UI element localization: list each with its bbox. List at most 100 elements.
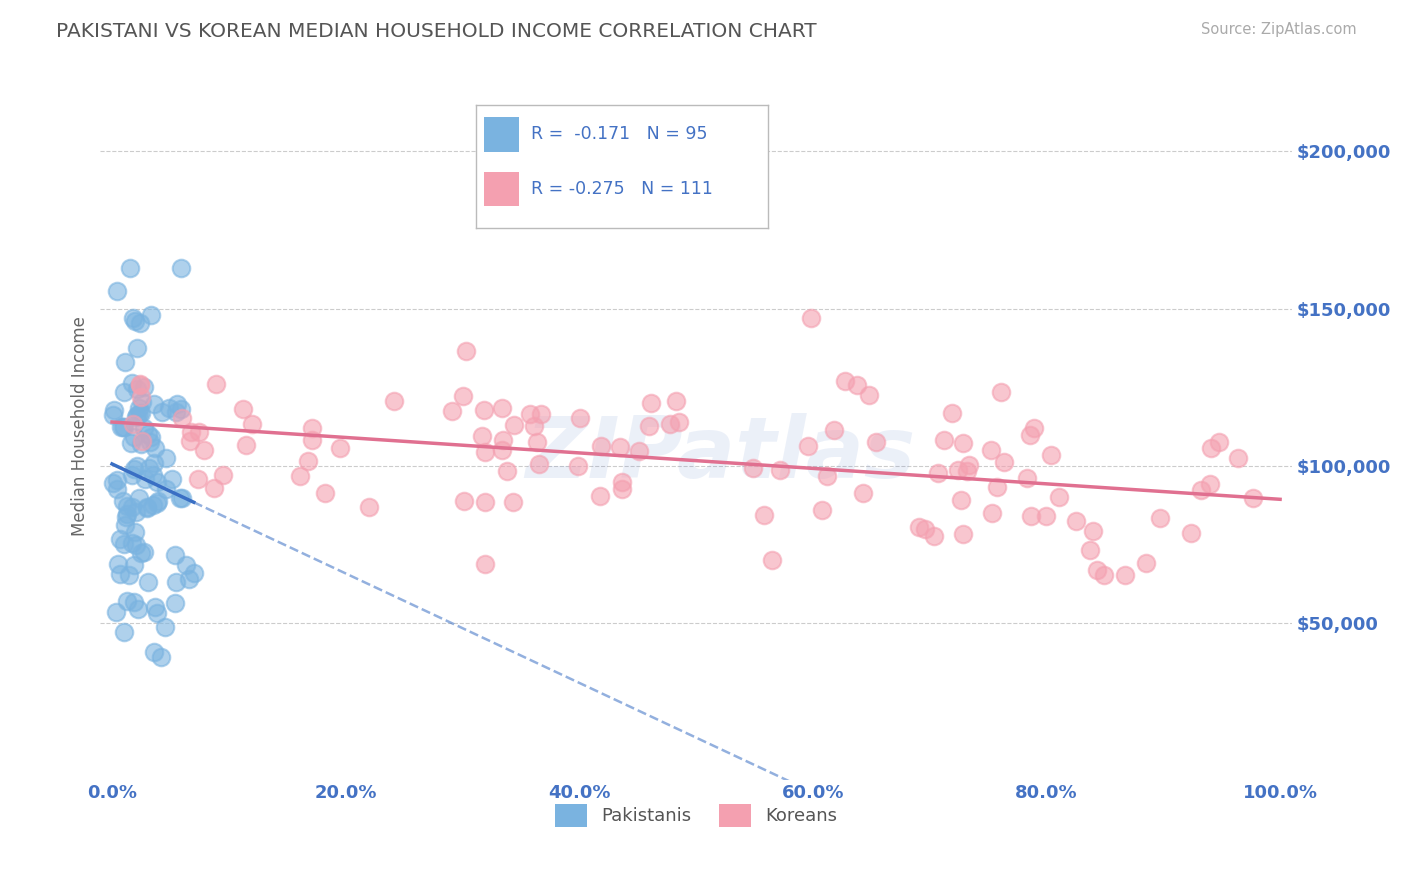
Point — [131, 390, 153, 404]
Point — [105, 473, 128, 487]
Point — [474, 445, 496, 459]
Point — [610, 482, 633, 496]
Point — [193, 443, 215, 458]
Point — [1092, 568, 1115, 582]
Point — [1015, 471, 1038, 485]
Point — [1085, 563, 1108, 577]
Point — [115, 507, 138, 521]
Point — [132, 545, 155, 559]
Point — [834, 375, 856, 389]
Point — [471, 429, 494, 443]
Point — [128, 407, 150, 421]
Point — [129, 437, 152, 451]
Point — [127, 602, 149, 616]
Point — [754, 508, 776, 523]
Point — [941, 407, 963, 421]
Point — [503, 418, 526, 433]
Point — [155, 450, 177, 465]
Point — [240, 417, 263, 431]
Point — [131, 434, 153, 449]
Point — [142, 397, 165, 411]
Point — [114, 510, 136, 524]
Point — [143, 441, 166, 455]
Point — [530, 407, 553, 421]
Point — [112, 625, 135, 640]
Point — [124, 505, 146, 519]
Point — [472, 402, 495, 417]
Point — [567, 459, 589, 474]
Point — [1083, 524, 1105, 539]
Point — [125, 537, 148, 551]
Point — [112, 385, 135, 400]
Point — [145, 496, 167, 510]
Point — [120, 435, 142, 450]
Point — [858, 387, 880, 401]
Point — [1035, 509, 1057, 524]
Point — [129, 546, 152, 560]
Point — [117, 500, 139, 514]
Point — [527, 457, 550, 471]
Point — [139, 435, 162, 450]
Point — [134, 472, 156, 486]
Point — [165, 549, 187, 563]
Point — [172, 491, 194, 505]
Legend: Pakistanis, Koreans: Pakistanis, Koreans — [547, 797, 845, 834]
Point — [143, 456, 166, 470]
Point — [160, 472, 183, 486]
Point — [668, 415, 690, 429]
Point — [1039, 448, 1062, 462]
Point — [1135, 556, 1157, 570]
Point — [845, 377, 868, 392]
Point — [658, 417, 681, 432]
Point — [980, 442, 1002, 457]
Point — [107, 558, 129, 572]
Point — [128, 491, 150, 506]
Point — [235, 438, 257, 452]
Point — [105, 605, 128, 619]
Point — [121, 500, 143, 514]
Point — [627, 443, 650, 458]
Point — [922, 529, 945, 543]
Point — [114, 355, 136, 369]
Point — [118, 568, 141, 582]
Point — [440, 404, 463, 418]
Point — [640, 396, 662, 410]
Point — [609, 440, 631, 454]
Point — [187, 472, 209, 486]
Point — [474, 557, 496, 571]
Point — [491, 434, 513, 448]
Point — [519, 407, 541, 421]
Point — [314, 486, 336, 500]
Point — [155, 482, 177, 496]
Point — [111, 420, 134, 434]
Point — [980, 507, 1002, 521]
Point — [502, 494, 524, 508]
Point — [125, 382, 148, 396]
Point — [946, 463, 969, 477]
Point — [120, 261, 142, 276]
Text: ZIPat​las: ZIPat​las — [524, 413, 915, 496]
Point — [815, 468, 838, 483]
Point — [665, 393, 688, 408]
Point — [1198, 477, 1220, 491]
Point — [136, 574, 159, 589]
Point — [179, 434, 201, 449]
Point — [128, 401, 150, 416]
Point — [610, 475, 633, 490]
Point — [453, 494, 475, 508]
Point — [907, 520, 929, 534]
Point — [1199, 442, 1222, 456]
Point — [761, 553, 783, 567]
Point — [591, 439, 613, 453]
Point — [121, 417, 143, 432]
Point — [1019, 508, 1042, 523]
Point — [114, 517, 136, 532]
Point — [125, 408, 148, 422]
Point — [990, 385, 1012, 400]
Point — [150, 405, 173, 419]
Point — [111, 494, 134, 508]
Point — [769, 463, 792, 477]
Point — [180, 425, 202, 440]
Point — [1208, 434, 1230, 449]
Point — [288, 468, 311, 483]
